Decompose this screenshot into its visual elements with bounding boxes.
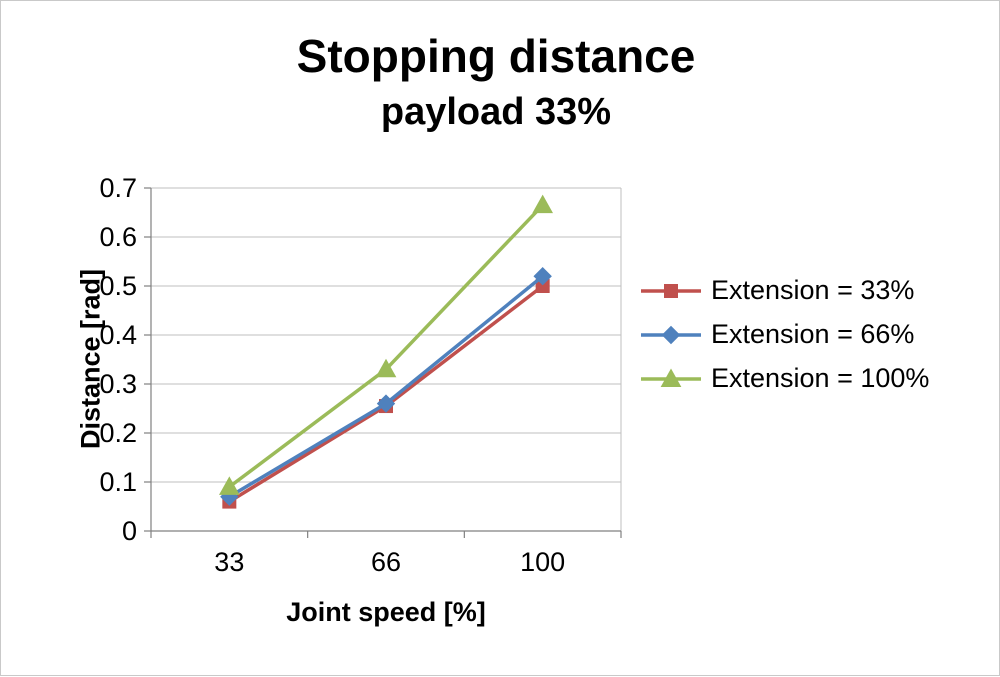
legend-label: Extension = 66% (711, 319, 915, 349)
y-tick-label: 0.7 (99, 173, 137, 203)
series-marker-diamond-icon (376, 394, 396, 413)
legend-item: Extension = 33% (639, 275, 929, 306)
legend-label: Extension = 33% (711, 275, 915, 305)
series-line (228, 203, 544, 489)
series-marker-triangle-icon (532, 194, 554, 214)
series-marker-square-icon (664, 283, 678, 298)
legend-key-square-icon (641, 283, 701, 298)
legend-key-diamond-icon (641, 325, 701, 344)
x-tick-label: 100 (520, 547, 565, 577)
y-tick-label: 0.3 (99, 369, 137, 399)
y-tick-label: 0.2 (99, 418, 137, 448)
x-axis-title: Joint speed [%] (286, 597, 486, 627)
series-marker-triangle-icon (218, 476, 240, 495)
y-tick-label: 0.1 (99, 467, 137, 497)
chart-subtitle: payload 33% (380, 91, 612, 133)
legend-item: Extension = 66% (639, 319, 929, 350)
x-tick-label: 66 (371, 547, 401, 577)
series-marker-diamond-icon (533, 266, 552, 286)
y-tick-label: 0.6 (99, 222, 137, 252)
series-marker-diamond-icon (661, 325, 681, 344)
legend-label: Extension = 100% (711, 363, 930, 393)
legend-key-triangle-icon (641, 367, 701, 387)
x-tick-label: 33 (214, 547, 244, 577)
y-axis-title: Distance [rad] (75, 268, 106, 450)
y-tick-label: 0.5 (99, 271, 137, 301)
legend-item: Extension = 100% (639, 363, 929, 394)
series-marker-triangle-icon (375, 358, 397, 378)
series-line (228, 274, 544, 499)
series-marker-triangle-icon (660, 367, 682, 387)
y-tick-label: 0 (122, 516, 137, 546)
chart-title: Stopping distance (296, 30, 696, 82)
y-tick-label: 0.4 (99, 320, 137, 350)
legend: Extension = 33% Extension = 66% Extension … (639, 275, 929, 394)
